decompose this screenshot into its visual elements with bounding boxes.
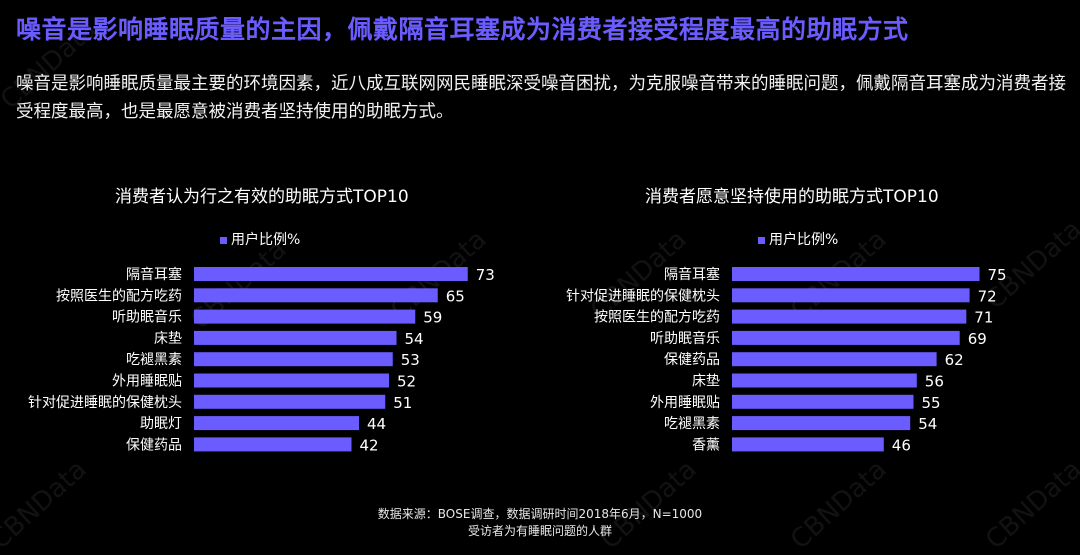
- category-label: 吃褪黑素: [664, 416, 720, 432]
- value-label: 69: [968, 330, 987, 348]
- category-label: 隔音耳塞: [126, 266, 182, 283]
- chart-title: 消费者认为行之有效的助眠方式TOP10: [115, 187, 409, 207]
- category-label: 外用睡眠贴: [650, 395, 720, 411]
- source-line: 受访者为有睡眠问题的人群: [467, 524, 612, 538]
- bar-chart-svg: 隔音耳塞 75 针对促进睡眠的保健枕头 72 按照医生的配方吃药 71 听助眠音乐 69 保健药…: [566, 266, 1007, 454]
- category-label: 外用睡眠贴: [112, 374, 182, 390]
- bar: [732, 394, 914, 409]
- persistent-methods-chart: 消费者愿意坚持使用的助眠方式TOP10 用户比例% 隔音耳塞 75 针对促进睡眠的保…: [540, 176, 1080, 476]
- legend-label: 用户比例%: [769, 232, 839, 248]
- bar: [732, 352, 937, 367]
- bar-chart-svg: 隔音耳塞 73 按照医生的配方吃药 65 听助眠音乐 59 床垫 54 吃褪黑素 53 外用睡眠贴 5…: [28, 266, 495, 454]
- bar: [194, 330, 397, 345]
- category-label: 听助眠音乐: [650, 330, 720, 347]
- category-label: 听助眠音乐: [112, 309, 182, 326]
- value-label: 59: [423, 309, 442, 327]
- category-label: 隔音耳塞: [664, 266, 720, 283]
- value-label: 72: [978, 287, 997, 305]
- value-label: 56: [925, 373, 944, 391]
- value-label: 53: [401, 351, 420, 369]
- category-label: 按照医生的配方吃药: [594, 310, 720, 326]
- bar: [732, 267, 980, 281]
- legend-swatch: [758, 236, 765, 244]
- bar: [194, 352, 393, 367]
- chart-legend: 用户比例%: [220, 229, 300, 249]
- value-label: 42: [360, 436, 379, 454]
- value-label: 51: [393, 394, 412, 412]
- bar: [194, 394, 386, 409]
- bar: [194, 267, 468, 281]
- bar: [194, 437, 352, 452]
- category-label: 保健药品: [664, 352, 720, 368]
- category-label: 按照医生的配方吃药: [56, 288, 182, 304]
- category-label: 针对促进睡眠的保健枕头: [566, 288, 720, 304]
- bar: [732, 330, 960, 345]
- category-label: 保健药品: [126, 437, 182, 453]
- source-line: 数据来源：BOSE调查，数据调研时间2018年6月，N=1000: [377, 507, 703, 521]
- value-label: 55: [922, 394, 941, 412]
- source-note: 数据来源：BOSE调查，数据调研时间2018年6月，N=1000 受访者为有睡眠…: [0, 506, 1080, 540]
- value-label: 71: [974, 309, 993, 327]
- value-label: 52: [397, 373, 416, 391]
- category-label: 针对促进睡眠的保健枕头: [28, 395, 182, 411]
- value-label: 62: [945, 351, 964, 369]
- bar: [732, 416, 911, 431]
- value-label: 73: [476, 266, 495, 284]
- bar: [194, 373, 389, 388]
- value-label: 46: [892, 436, 911, 454]
- legend-swatch: [220, 236, 227, 244]
- chart-title: 消费者愿意坚持使用的助眠方式TOP10: [645, 187, 939, 207]
- bar: [732, 309, 967, 324]
- value-label: 75: [988, 266, 1007, 284]
- bar: [194, 288, 438, 303]
- chart-legend: 用户比例%: [758, 229, 838, 249]
- value-label: 54: [405, 330, 424, 348]
- value-label: 65: [446, 287, 465, 305]
- effective-methods-chart: 消费者认为行之有效的助眠方式TOP10 用户比例% 隔音耳塞 73 按照医生的配方吃…: [0, 176, 540, 476]
- bar: [732, 437, 884, 452]
- bar: [732, 373, 917, 388]
- value-label: 54: [918, 415, 937, 433]
- legend-label: 用户比例%: [231, 232, 301, 248]
- bar: [194, 416, 359, 431]
- value-label: 44: [367, 415, 386, 433]
- bar: [194, 309, 416, 324]
- page-headline: 噪音是影响睡眠质量的主因，佩戴隔音耳塞成为消费者接受程度最高的助眠方式: [16, 15, 909, 44]
- category-label: 吃褪黑素: [126, 352, 182, 368]
- category-label: 床垫: [692, 374, 720, 390]
- intro-paragraph: 噪音是影响睡眠质量最主要的环境因素，近八成互联网网民睡眠深受噪音困扰，为克服噪音…: [16, 74, 1066, 122]
- bar: [732, 288, 970, 303]
- category-label: 助眠灯: [140, 416, 182, 432]
- category-label: 床垫: [154, 331, 182, 347]
- category-label: 香薰: [692, 437, 720, 453]
